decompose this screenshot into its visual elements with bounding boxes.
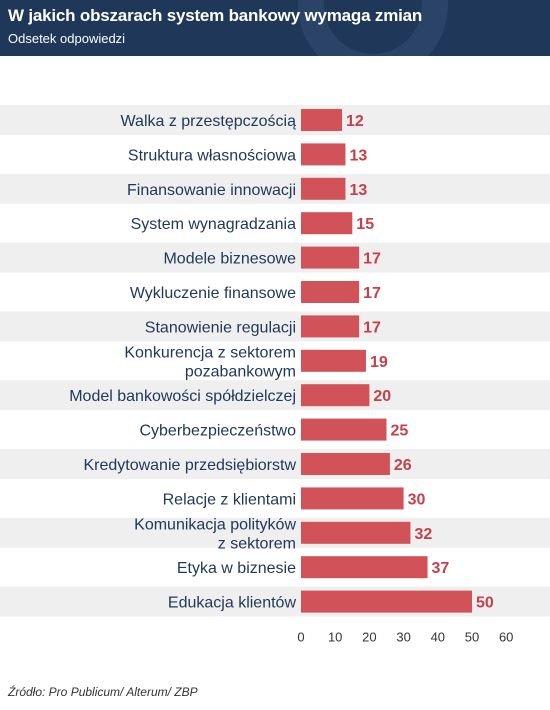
category-label: Komunikacja polityków z sektorem: [134, 516, 296, 552]
category-label: Wykluczenie finansowe: [130, 285, 296, 302]
bar: [301, 521, 411, 544]
category-label-line: Stanowienie regulacji: [145, 319, 296, 336]
category-label: Struktura własnościowa: [128, 147, 296, 164]
x-tick-label: 0: [297, 630, 304, 645]
category-label-line: Konkurencja z sektorem: [124, 344, 296, 361]
row-stripe: [0, 380, 550, 411]
category-label-line: Walka z przestępczością: [121, 113, 297, 130]
chart-title: W jakich obszarach system bankowy wymaga…: [8, 6, 423, 25]
value-label: 15: [356, 216, 374, 233]
bar: [301, 556, 428, 579]
category-label: Edukacja klientów: [168, 595, 297, 612]
bar: [301, 177, 346, 200]
bar: [301, 212, 353, 235]
value-label: 17: [363, 319, 381, 336]
value-label: 19: [370, 354, 388, 371]
bar: [301, 384, 370, 407]
category-label-line: Model bankowości spółdzielczej: [69, 388, 296, 405]
bar: [301, 453, 390, 475]
value-label: 50: [476, 595, 494, 612]
category-label: Modele biznesowe: [163, 251, 296, 268]
x-tick-label: 30: [396, 630, 410, 645]
row-stripe: [0, 242, 550, 273]
category-label: Relacje z klientami: [163, 491, 296, 508]
chart-subtitle: Odsetek odpowiedzi: [8, 31, 126, 46]
category-label-line: Struktura własnościowa: [128, 147, 296, 164]
category-label: Kredytowanie przedsiębiorstw: [83, 457, 296, 474]
category-label-line: Etyka w biznesie: [177, 560, 296, 577]
bar: [301, 246, 360, 269]
category-label: Walka z przestępczością: [121, 113, 297, 130]
category-label: Cyberbezpieczeństwo: [139, 423, 296, 440]
category-label-line: Relacje z klientami: [163, 491, 296, 508]
bar: [301, 349, 366, 372]
category-label-line: Edukacja klientów: [168, 595, 297, 612]
value-label: 30: [408, 491, 426, 508]
value-label: 17: [363, 285, 381, 302]
x-tick-label: 60: [499, 630, 513, 645]
bar: [301, 143, 346, 166]
row-stripe: [0, 517, 550, 548]
bar: [301, 418, 387, 441]
category-label: System wynagradzania: [131, 216, 297, 233]
category-label-line: System wynagradzania: [131, 216, 297, 233]
x-tick-label: 20: [362, 630, 376, 645]
x-tick-label: 10: [328, 630, 342, 645]
category-label-line: Komunikacja polityków: [134, 516, 296, 533]
category-label-line: Finansowanie innowacji: [127, 182, 296, 199]
row-stripe: [0, 449, 550, 479]
category-label-line: z sektorem: [218, 535, 296, 552]
category-label: Stanowienie regulacji: [145, 319, 296, 336]
row-stripe: [0, 311, 550, 342]
value-label: 37: [432, 560, 450, 577]
value-label: 13: [349, 182, 367, 199]
bar: [301, 109, 343, 131]
bar: [301, 590, 472, 613]
bar: [301, 281, 360, 303]
value-label: 32: [414, 526, 432, 543]
row-stripe: [0, 173, 550, 204]
value-label: 17: [363, 251, 381, 268]
bar: [301, 487, 404, 510]
category-label: Etyka w biznesie: [177, 560, 296, 577]
source-note: Źródło: Pro Publicum/ Alterum/ ZBP: [8, 685, 198, 699]
category-label: Finansowanie innowacji: [127, 182, 296, 199]
x-tick-label: 40: [431, 630, 445, 645]
category-label-line: Modele biznesowe: [163, 251, 296, 268]
value-label: 13: [349, 147, 367, 164]
category-label-line: Kredytowanie przedsiębiorstw: [83, 457, 296, 474]
bar: [301, 315, 360, 338]
category-label: Model bankowości spółdzielczej: [69, 388, 296, 405]
x-tick-label: 50: [465, 630, 479, 645]
category-label-line: Cyberbezpieczeństwo: [139, 423, 296, 440]
value-label: 25: [391, 423, 409, 440]
header-band: W jakich obszarach system bankowy wymaga…: [0, 0, 550, 56]
category-label-line: pozabankowym: [185, 363, 296, 380]
category-label-line: Wykluczenie finansowe: [130, 285, 296, 302]
category-label: Konkurencja z sektorem pozabankowym: [124, 344, 296, 380]
value-label: 20: [373, 388, 391, 405]
bar-chart: Walka z przestępczością 12 Struktura własn…: [0, 105, 550, 645]
row-stripe: [0, 105, 550, 135]
value-label: 26: [394, 457, 412, 474]
value-label: 12: [346, 113, 364, 130]
